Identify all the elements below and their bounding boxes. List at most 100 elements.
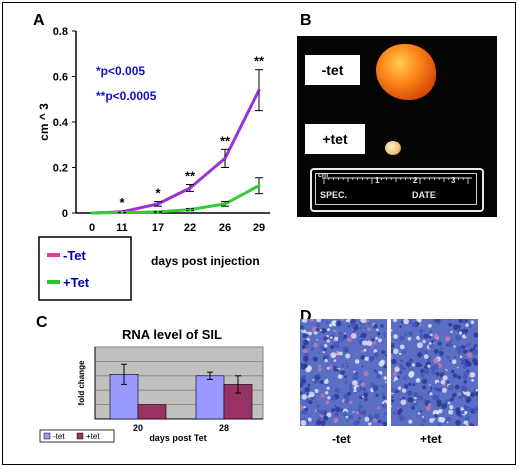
- tissue-cell: [320, 393, 325, 398]
- tissue-cell: [463, 331, 466, 334]
- tissue-cell: [399, 344, 405, 350]
- y-tick-label: 0.2: [53, 163, 68, 175]
- tissue-cell: [417, 412, 421, 415]
- tissue-cell: [320, 409, 326, 416]
- tissue-cell: [349, 400, 353, 405]
- tissue-cell: [399, 335, 405, 341]
- tissue-cell: [345, 415, 349, 419]
- tissue-cell: [338, 367, 341, 370]
- tissue-cell: [363, 388, 366, 391]
- tissue-cell: [325, 391, 329, 395]
- tissue-cell: [360, 355, 366, 360]
- tissue-cell: [300, 378, 306, 384]
- tissue-cell: [373, 349, 378, 353]
- tissue-cell: [331, 408, 335, 412]
- tissue-cell: [450, 330, 453, 334]
- tissue-cell: [323, 344, 328, 348]
- tissue-cell: [391, 399, 395, 403]
- tissue-cell: [468, 342, 471, 345]
- tissue-cell: [391, 388, 396, 394]
- data-point: [188, 208, 192, 212]
- ruler-num-3: 3: [451, 176, 456, 185]
- tissue-cell: [393, 334, 398, 339]
- tissue-cell: [377, 406, 381, 410]
- x-tick-label: 29: [253, 222, 265, 234]
- tissue-cell: [403, 367, 406, 370]
- panel-b-label: B: [300, 12, 312, 29]
- tissue-cell: [381, 350, 386, 355]
- tissue-cell: [304, 345, 307, 347]
- tissue-cell: [320, 420, 326, 426]
- tissue-cell: [345, 419, 349, 423]
- tissue-cell: [452, 373, 458, 378]
- tissue-cell: [326, 367, 330, 370]
- tissue-cell: [330, 395, 336, 401]
- tissue-cell: [469, 372, 476, 378]
- tissue-cell: [361, 395, 364, 398]
- tissue-cell: [318, 351, 320, 353]
- tissue-cell: [391, 349, 394, 353]
- tissue-cell: [436, 382, 439, 385]
- tissue-cell: [449, 405, 454, 410]
- tissue-cell: [422, 418, 427, 423]
- tissue-cell: [393, 380, 395, 382]
- tissue-cell: [337, 374, 343, 379]
- tissue-cell: [434, 413, 438, 418]
- tissue-cell: [422, 339, 426, 344]
- tissue-cell: [430, 386, 432, 388]
- figure-frame: [2, 2, 516, 465]
- tissue-cell: [427, 364, 431, 368]
- tissue-cell: [347, 325, 350, 328]
- tissue-cell: [449, 360, 452, 362]
- tissue-cell: [316, 404, 320, 408]
- tissue-cell: [444, 370, 447, 373]
- tissue-cell: [303, 348, 308, 354]
- tissue-cell: [429, 342, 432, 345]
- tissue-cell: [352, 411, 355, 413]
- tissue-cell: [475, 389, 478, 392]
- tissue-cell: [377, 338, 382, 343]
- tissue-cell: [463, 380, 468, 384]
- tissue-cell: [300, 362, 303, 365]
- tissue-cell: [340, 367, 343, 370]
- tissue-cell: [350, 333, 357, 339]
- tissue-cell: [460, 344, 466, 350]
- tissue-cell: [308, 391, 315, 398]
- tissue-cell: [391, 358, 397, 365]
- tissue-cell: [339, 351, 343, 356]
- tissue-cell: [330, 344, 335, 349]
- tissue-cell: [327, 339, 330, 343]
- ruler-ticks: [322, 177, 472, 184]
- tissue-cell: [315, 410, 317, 412]
- tissue-cell: [455, 416, 457, 419]
- stats-note-line2: **p<0.0005: [96, 89, 157, 103]
- tissue-cell: [366, 340, 372, 347]
- tissue-cell: [397, 386, 402, 390]
- tissue-cell: [306, 392, 310, 396]
- tissue-cell: [402, 350, 407, 355]
- tissue-cell: [434, 364, 439, 370]
- tissue-cell: [324, 358, 328, 363]
- y-tick-label: 0.6: [53, 72, 68, 84]
- tissue-cell: [382, 385, 385, 388]
- tissue-cell: [452, 324, 459, 330]
- tissue-cell: [426, 342, 428, 345]
- tissue-cell: [465, 359, 469, 364]
- tissue-cell: [409, 397, 415, 403]
- tissue-cell: [328, 365, 333, 370]
- tissue-cell: [463, 420, 469, 425]
- tissue-cell: [336, 367, 338, 370]
- tissue-cell: [311, 326, 318, 332]
- tissue-cell: [445, 416, 451, 422]
- tissue-cell: [464, 334, 467, 336]
- panel-a-label: A: [33, 12, 45, 29]
- tissue-cell: [317, 367, 322, 372]
- tissue-cell: [404, 332, 408, 336]
- tissue-cell: [466, 391, 471, 397]
- tissue-cell: [405, 361, 412, 367]
- tissue-cell: [414, 398, 418, 402]
- significance-marker: *: [119, 195, 125, 210]
- tissue-cell: [335, 351, 339, 355]
- tissue-cell: [316, 323, 321, 328]
- tissue-cell: [455, 419, 462, 426]
